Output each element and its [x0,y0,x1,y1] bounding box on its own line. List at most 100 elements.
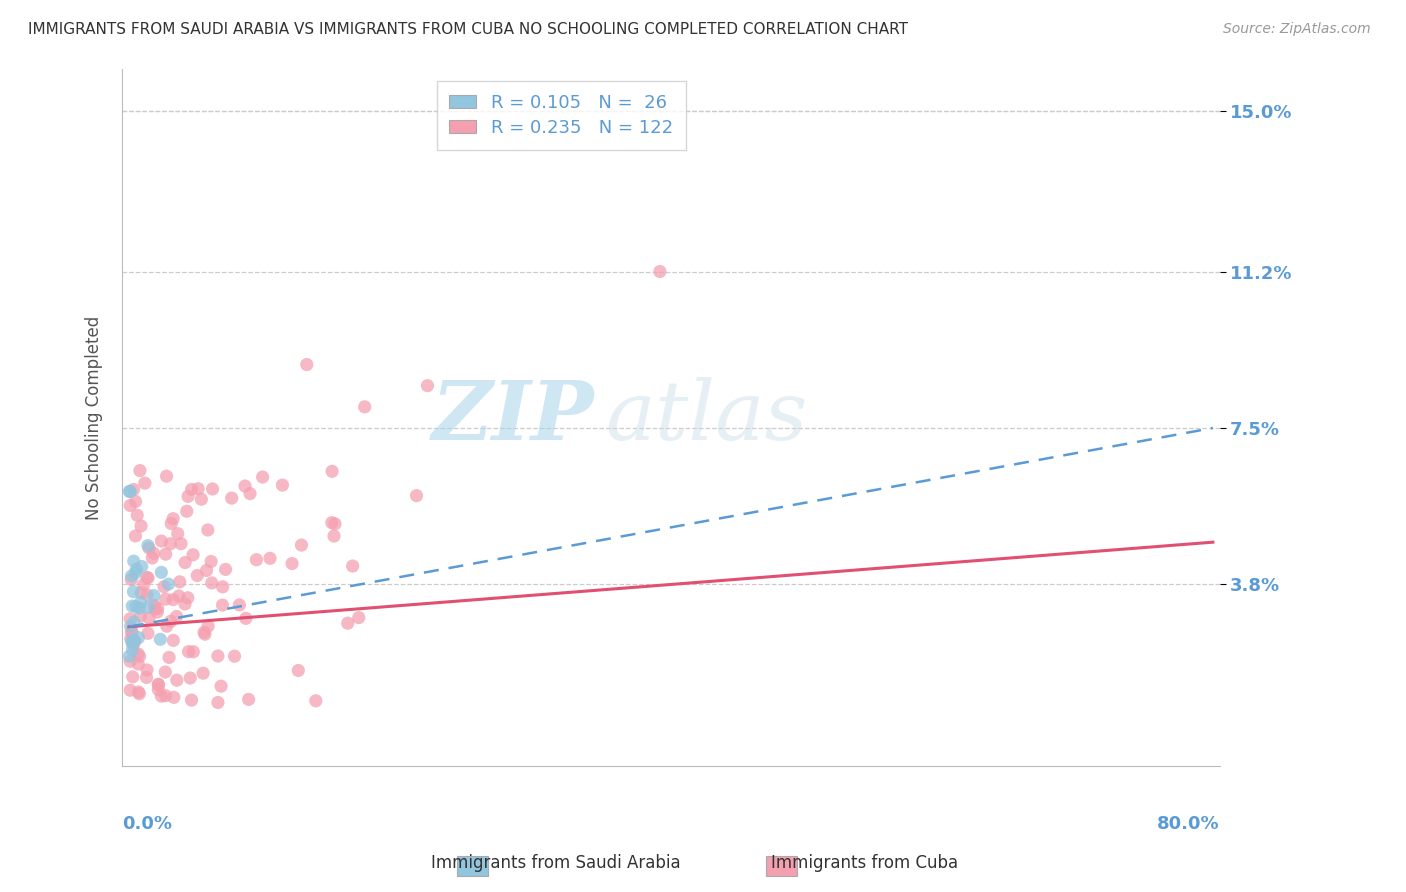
Point [155,469,177,483]
Point [174,597,197,611]
Point [131,559,153,574]
Point [128,649,150,664]
Point [179,671,201,685]
Point [141,551,163,566]
Point [138,611,160,625]
Point [163,690,186,705]
Text: Immigrants from Saudi Arabia: Immigrants from Saudi Arabia [430,855,681,872]
Point [245,553,267,567]
Point [127,647,149,661]
Point [122,638,145,652]
Point [120,654,142,668]
Point [128,631,150,645]
Point [143,598,166,612]
Point [187,482,209,496]
Point [287,664,309,678]
Point [138,541,160,555]
Point [120,612,142,626]
Point [148,677,170,691]
Point [124,494,146,508]
Point [159,537,181,551]
Point [124,634,146,648]
Point [323,516,346,531]
Point [149,632,172,647]
Point [120,573,142,587]
Point [177,645,200,659]
Point [162,633,184,648]
Point [120,624,142,639]
Point [176,504,198,518]
Point [125,599,148,614]
Point [201,482,224,496]
Text: 0.0%: 0.0% [122,815,172,833]
Point [157,650,180,665]
Point [121,634,143,648]
Point [170,536,193,550]
Point [129,586,152,600]
Point [136,588,159,602]
Point [146,605,169,619]
Point [121,625,143,640]
Point [336,616,359,631]
Point [174,556,197,570]
Point [405,489,427,503]
Point [180,693,202,707]
Point [191,666,214,681]
Point [128,687,150,701]
Point [121,569,143,583]
Point [150,534,173,549]
Point [136,626,159,640]
Point [121,599,143,613]
Y-axis label: No Schooling Completed: No Schooling Completed [86,315,103,519]
Point [197,523,219,537]
Point [181,548,204,562]
Point [169,574,191,589]
Point [162,592,184,607]
Point [134,476,156,491]
Point [259,551,281,566]
Point [221,491,243,505]
Point [162,512,184,526]
Point [155,689,177,703]
Point [153,580,176,594]
Point [122,633,145,648]
Point [290,538,312,552]
Point [120,632,142,646]
Point [252,470,274,484]
Point [122,584,145,599]
Point [156,619,179,633]
Point [118,649,141,664]
Point [197,619,219,633]
Point [321,516,343,530]
Point [128,601,150,615]
Point [281,557,304,571]
Point [209,679,232,693]
Point [142,589,165,603]
Point [271,478,294,492]
Point [155,592,177,607]
Legend: R = 0.105   N =  26, R = 0.235   N = 122: R = 0.105 N = 26, R = 0.235 N = 122 [437,81,686,150]
Point [124,529,146,543]
Point [207,648,229,663]
Point [239,486,262,500]
Point [146,601,169,615]
Point [142,546,165,560]
Point [122,483,145,497]
Point [224,649,246,664]
Point [118,484,141,499]
Point [143,602,166,616]
Point [194,627,217,641]
Point [211,580,233,594]
Point [150,566,173,580]
Text: IMMIGRANTS FROM SAUDI ARABIA VS IMMIGRANTS FROM CUBA NO SCHOOLING COMPLETED CORR: IMMIGRANTS FROM SAUDI ARABIA VS IMMIGRAN… [28,22,908,37]
Text: atlas: atlas [605,377,807,458]
Point [166,609,188,624]
Point [136,599,159,614]
Point [129,609,152,624]
Text: ZIP: ZIP [432,377,593,458]
Point [416,378,439,392]
Point [122,615,145,629]
Point [201,576,224,591]
Point [127,657,149,671]
Point [157,577,180,591]
